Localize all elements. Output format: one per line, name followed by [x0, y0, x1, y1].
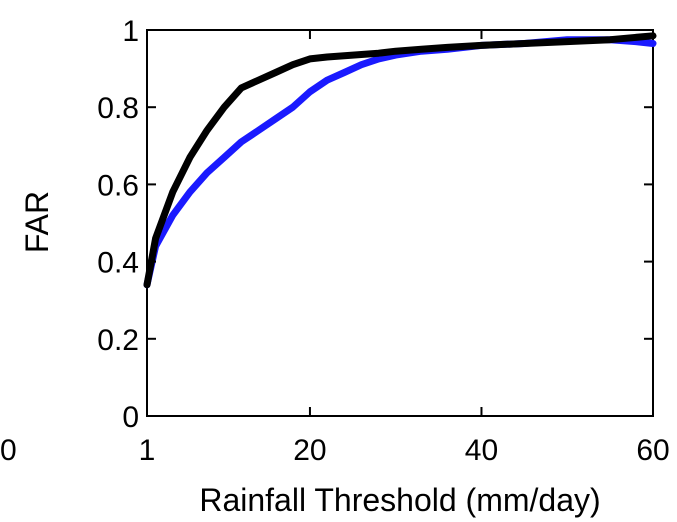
x-tick-label-2: 40 — [465, 434, 498, 467]
left-cut-label: 0 — [0, 434, 17, 467]
plot-area — [146, 29, 654, 417]
y-tick-label-3: 0.6 — [97, 169, 139, 202]
x-tick-label-1: 20 — [293, 434, 326, 467]
series-group — [143, 32, 657, 289]
y-tick-label-5: 1 — [122, 15, 139, 48]
y-tick-label-4: 0.8 — [97, 92, 139, 125]
x-tick-label-3: 60 — [636, 434, 669, 467]
y-tick-label-0: 0 — [122, 401, 139, 434]
x-axis-label: Rainfall Threshold (mm/day) — [199, 482, 600, 518]
y-axis-label: FAR — [19, 191, 55, 253]
series-line-1 — [143, 32, 657, 289]
y-tick-label-1: 0.2 — [97, 324, 139, 357]
ticks-group: 1 20 40 60 0 0.2 0.4 0.6 0.8 1 — [97, 15, 669, 467]
y-tick-label-2: 0.4 — [97, 247, 139, 280]
x-tick-label-0: 1 — [139, 434, 156, 467]
